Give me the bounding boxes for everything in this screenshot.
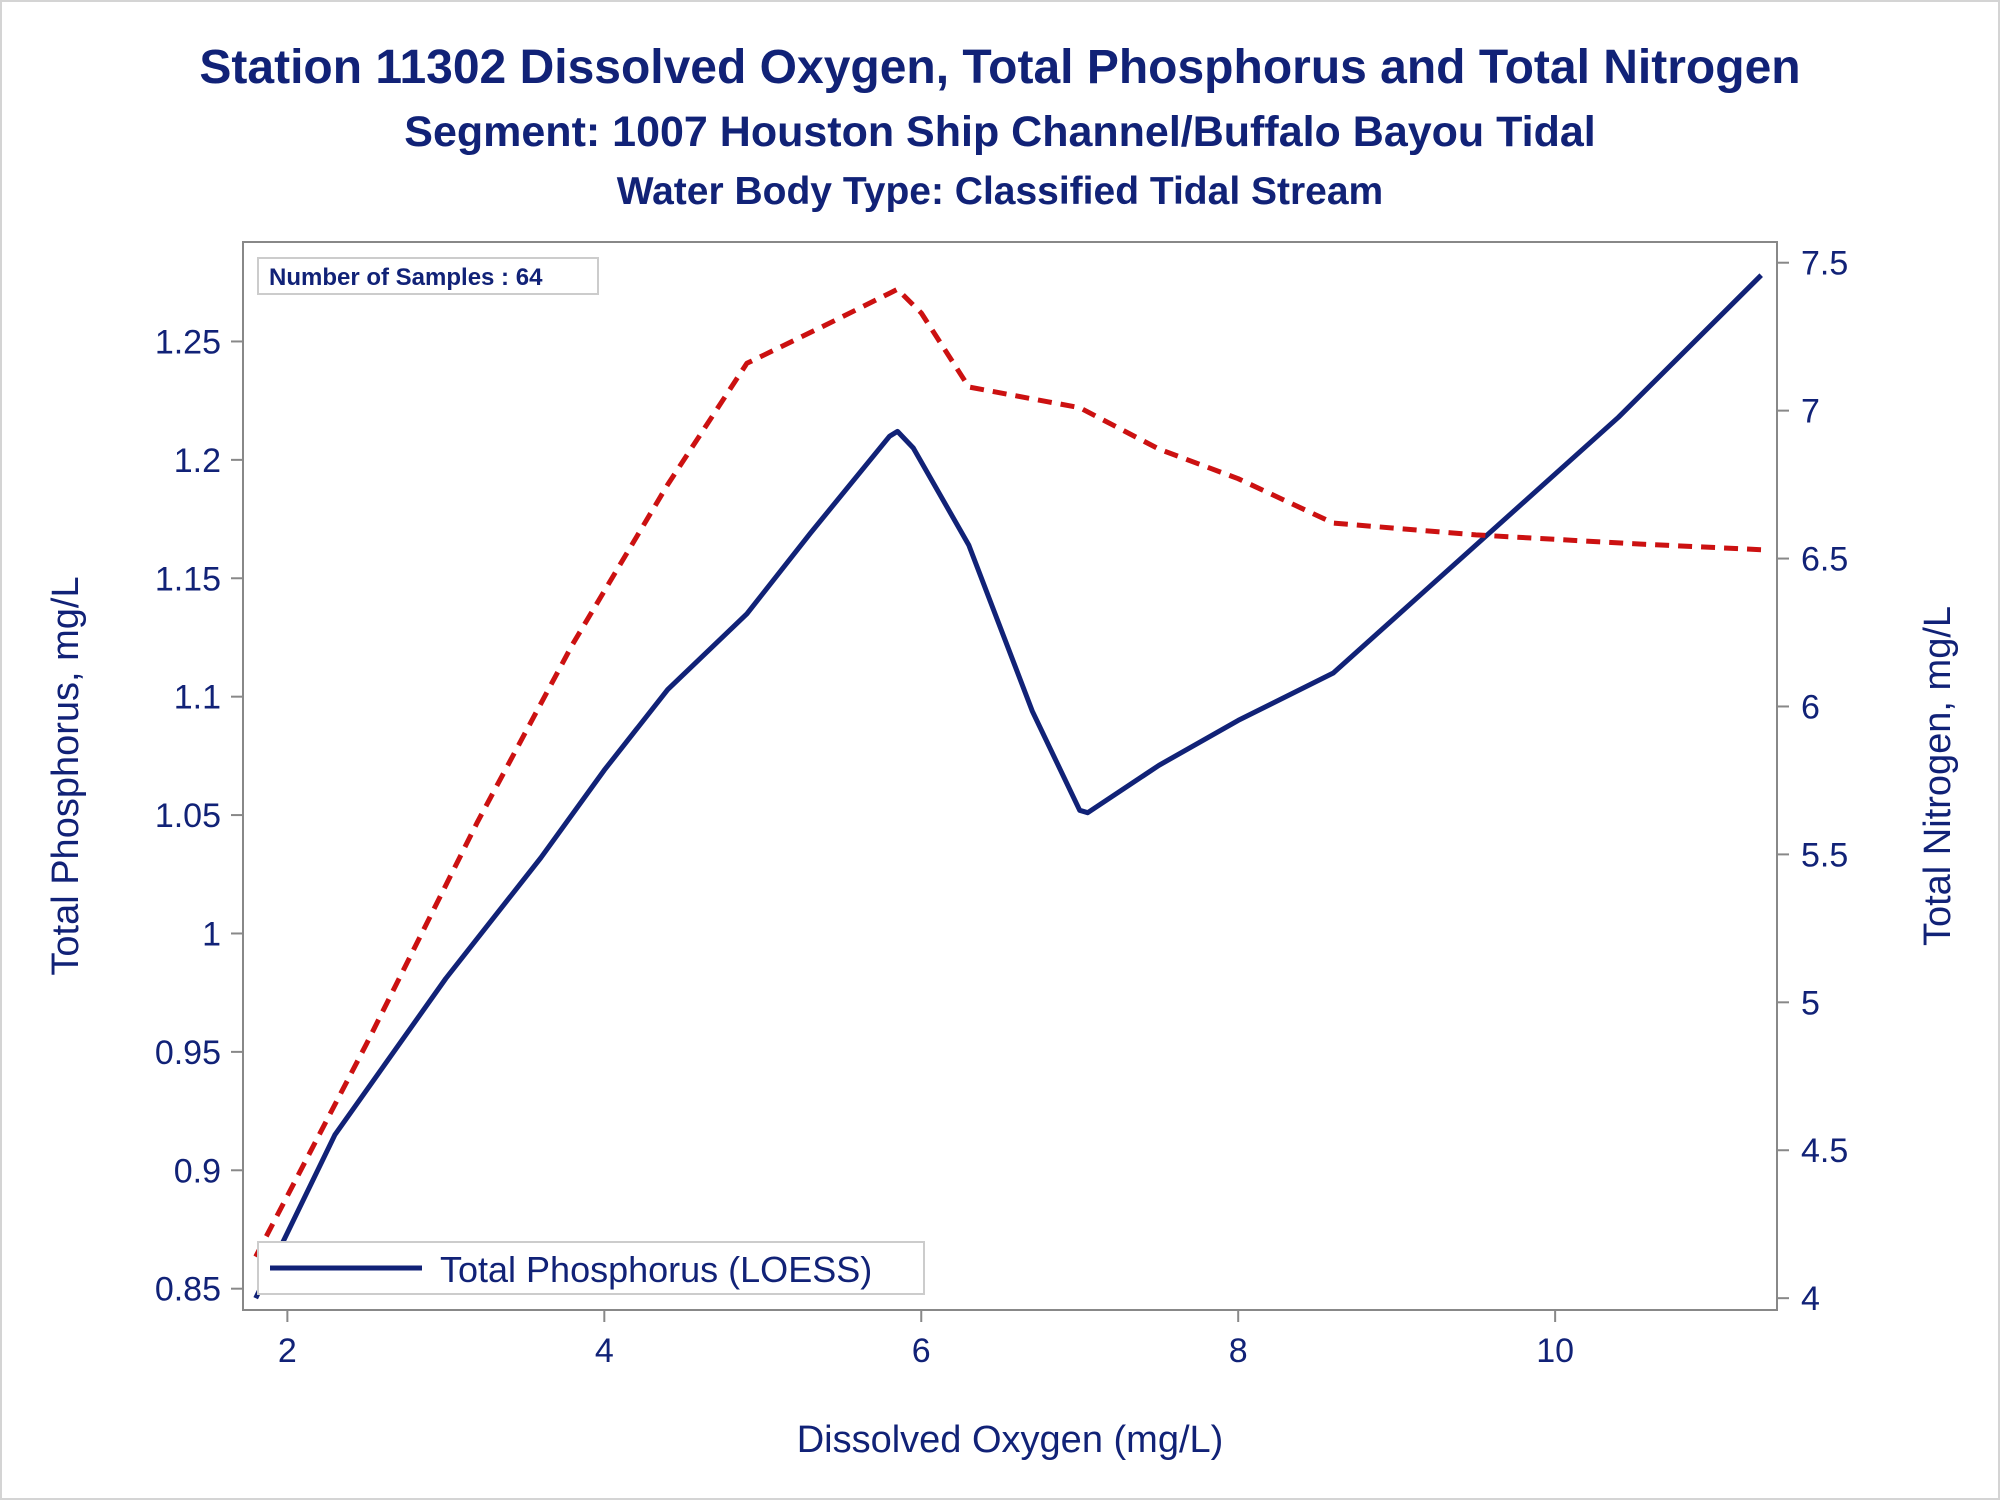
sample-count-text: Number of Samples : 64 [269, 264, 543, 291]
y2-tick-label: 4.5 [1801, 1132, 1848, 1170]
series-line-total-phosphorus [253, 273, 1763, 1300]
y-tick-label: 1.25 [155, 323, 221, 361]
series-line-total-nitrogen [253, 286, 1762, 1258]
y-axis-right: 4 4.5 5 5.5 6 6.5 7 7.5 [1777, 245, 1848, 1318]
y-tick-label: 1.1 [174, 679, 221, 717]
y2-tick-label: 7 [1801, 393, 1820, 431]
y-tick-label: 1 [202, 915, 221, 953]
y-axis-label: Total Phosphorus, mg/L [45, 576, 87, 975]
chart-subtitle-2: Water Body Type: Classified Tidal Stream [616, 170, 1384, 213]
y2-axis-label: Total Nitrogen, mg/L [1917, 606, 1959, 946]
x-axis-label: Dissolved Oxygen (mg/L) [797, 1419, 1224, 1461]
x-tick-label: 2 [278, 1332, 297, 1370]
chart-subtitle: Segment: 1007 Houston Ship Channel/Buffa… [404, 108, 1596, 156]
y2-tick-label: 4 [1801, 1280, 1820, 1318]
sample-count-box: Number of Samples : 64 [257, 257, 599, 295]
y2-tick-label: 5.5 [1801, 836, 1848, 874]
series-group [253, 273, 1763, 1300]
y2-tick-label: 6.5 [1801, 541, 1848, 579]
x-tick-label: 8 [1229, 1332, 1248, 1370]
y2-tick-label: 5 [1801, 984, 1820, 1022]
y-tick-label: 0.85 [155, 1271, 221, 1309]
y-tick-label: 0.9 [174, 1152, 221, 1190]
plot-area [242, 241, 1778, 1311]
x-axis: 2 4 6 8 10 [278, 1310, 1574, 1370]
y2-tick-label: 7.5 [1801, 245, 1848, 283]
y-tick-label: 1.15 [155, 560, 221, 598]
y-axis-left: 0.85 0.9 0.95 1 1.05 1.1 1.15 1.2 1.25 [155, 323, 243, 1309]
x-tick-label: 6 [912, 1332, 931, 1370]
x-tick-label: 10 [1536, 1332, 1574, 1370]
legend-label: Total Phosphorus (LOESS) [440, 1249, 872, 1290]
chart-title: Station 11302 Dissolved Oxygen, Total Ph… [199, 41, 1801, 94]
legend: Total Phosphorus (LOESS) [257, 1241, 925, 1295]
y-tick-label: 0.95 [155, 1034, 221, 1072]
x-tick-label: 4 [595, 1332, 614, 1370]
y-tick-label: 1.05 [155, 797, 221, 835]
y2-tick-label: 6 [1801, 688, 1820, 726]
y-tick-label: 1.2 [174, 442, 221, 480]
